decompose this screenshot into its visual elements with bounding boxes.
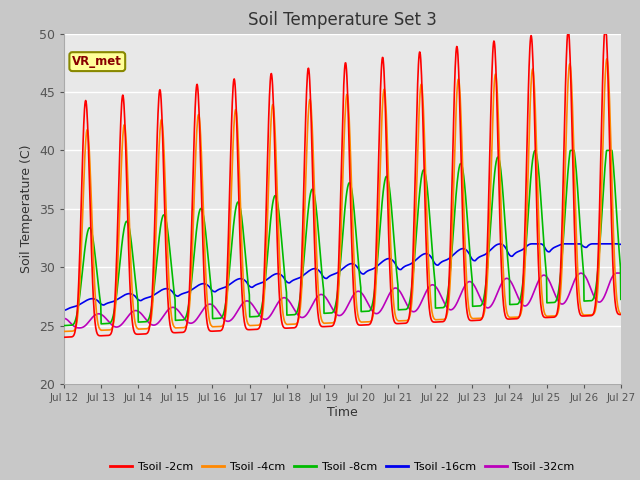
Legend: Tsoil -2cm, Tsoil -4cm, Tsoil -8cm, Tsoil -16cm, Tsoil -32cm: Tsoil -2cm, Tsoil -4cm, Tsoil -8cm, Tsoi… xyxy=(106,457,579,477)
Text: VR_met: VR_met xyxy=(72,55,122,68)
X-axis label: Time: Time xyxy=(327,406,358,419)
Title: Soil Temperature Set 3: Soil Temperature Set 3 xyxy=(248,11,437,29)
Y-axis label: Soil Temperature (C): Soil Temperature (C) xyxy=(20,144,33,273)
